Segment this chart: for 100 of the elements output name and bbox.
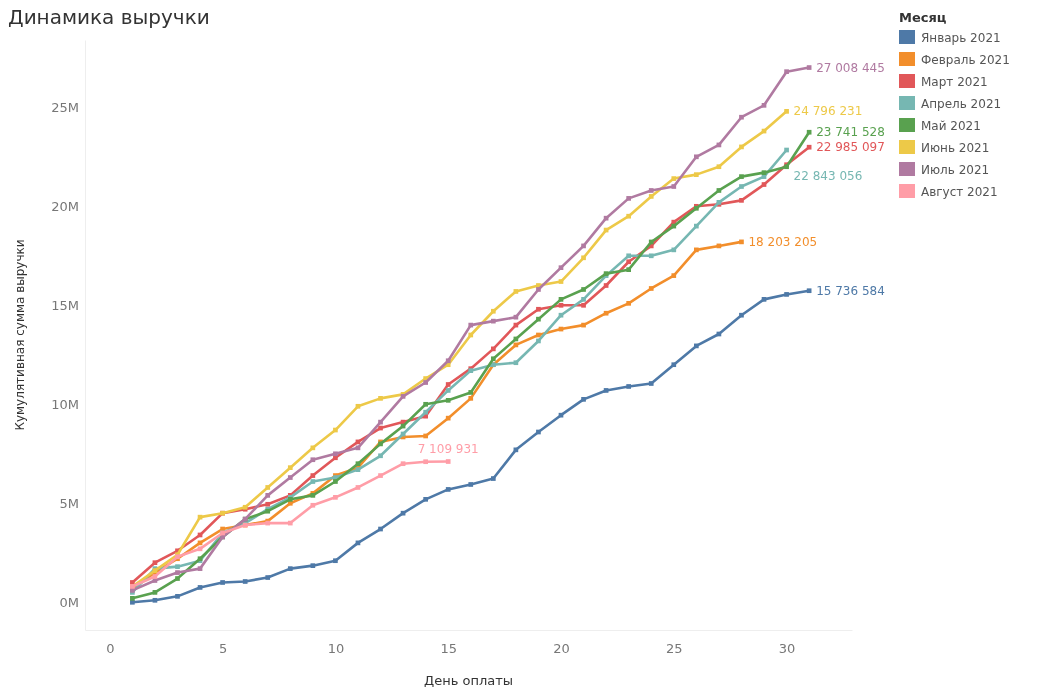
y-tick-label: 5M (59, 495, 79, 511)
point (468, 390, 474, 395)
point (761, 170, 767, 175)
point (536, 287, 541, 292)
x-tick-label: 25 (666, 641, 683, 657)
legend-label: Февраль 2021 (921, 53, 1010, 67)
point (513, 289, 519, 294)
point (648, 194, 654, 199)
point (333, 455, 338, 461)
point (806, 144, 812, 150)
point (378, 526, 383, 532)
point (626, 384, 632, 389)
legend-label: Август 2021 (921, 185, 998, 199)
point (739, 198, 744, 203)
point (761, 297, 767, 302)
point (130, 595, 135, 601)
point (648, 188, 654, 193)
point (423, 380, 428, 385)
point (423, 409, 428, 415)
x-tick-label: 5 (218, 641, 228, 657)
point (784, 147, 789, 153)
legend-label: Июнь 2021 (921, 141, 990, 155)
point (355, 403, 361, 409)
data-label: 23 741 528 (816, 125, 885, 140)
point (739, 174, 744, 179)
point (445, 388, 451, 393)
point (490, 476, 496, 481)
point (648, 381, 654, 386)
point (445, 459, 451, 464)
point (468, 482, 474, 487)
legend-title: Месяц (899, 10, 947, 25)
point (423, 459, 428, 465)
point (423, 433, 428, 439)
point (265, 501, 271, 507)
point (716, 164, 722, 170)
point (806, 288, 812, 294)
point (197, 566, 203, 571)
point (400, 510, 406, 516)
point (739, 144, 744, 150)
point (333, 451, 338, 457)
data-label: 18 203 205 (748, 234, 818, 249)
point (378, 473, 383, 478)
point (175, 576, 180, 581)
point (445, 397, 451, 403)
point (152, 590, 158, 595)
point (558, 279, 564, 284)
point (558, 302, 564, 308)
point (310, 457, 316, 463)
data-label: 27 008 445 (816, 60, 885, 75)
point (671, 362, 677, 368)
x-tick-label: 30 (778, 641, 796, 657)
point (694, 223, 699, 229)
point (671, 223, 677, 229)
point (378, 419, 383, 425)
point (806, 129, 812, 135)
point (626, 196, 632, 201)
point (739, 184, 744, 189)
point (558, 297, 564, 302)
point (468, 396, 474, 401)
data-label: 22 985 097 (816, 140, 885, 155)
point (558, 312, 564, 318)
point (265, 493, 271, 498)
point (490, 318, 496, 324)
point (581, 255, 586, 261)
point (400, 461, 406, 467)
y-tick-label: 0M (59, 594, 79, 610)
data-label: 15 736 584 (816, 283, 885, 298)
point (784, 109, 789, 114)
x-axis-title: День оплаты (423, 673, 514, 688)
point (242, 579, 248, 584)
point (490, 346, 496, 352)
point (603, 283, 609, 288)
point (761, 102, 767, 108)
point (784, 69, 789, 75)
point (490, 308, 496, 314)
point (333, 558, 338, 564)
point (287, 465, 293, 470)
point (536, 316, 541, 322)
legend-label: Май 2021 (921, 119, 981, 133)
point (806, 65, 812, 70)
point (513, 360, 519, 366)
point (648, 286, 654, 291)
point (265, 575, 271, 580)
point (220, 526, 225, 532)
point (648, 239, 654, 245)
point (581, 287, 586, 292)
point (378, 453, 383, 459)
data-label: 7 109 931 (417, 441, 479, 456)
point (648, 253, 654, 259)
data-label: 22 843 056 (793, 169, 863, 184)
point (197, 585, 203, 590)
point (626, 300, 632, 306)
legend-label: Январь 2021 (921, 31, 1001, 45)
point (310, 502, 316, 508)
point (536, 332, 541, 338)
point (333, 479, 338, 484)
chart-title: Динамика выручки (8, 5, 210, 29)
x-tick-label: 10 (327, 641, 345, 657)
y-tick-label: 10M (51, 396, 79, 412)
point (423, 496, 428, 502)
